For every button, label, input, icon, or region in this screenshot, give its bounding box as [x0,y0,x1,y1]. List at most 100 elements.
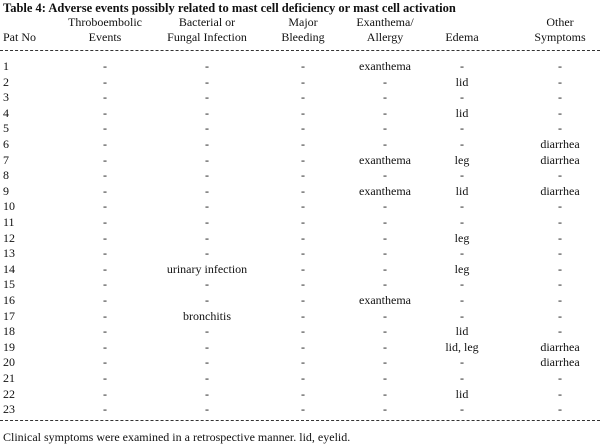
cell: lid, leg [445,339,479,354]
cell: - [103,261,107,276]
cell: - [103,230,107,245]
cell: - [301,59,305,73]
column-header: Allergy [366,30,404,44]
cell: lid [455,183,469,198]
cell: - [460,277,464,292]
cell: - [301,261,305,276]
cell: - [558,324,562,339]
cell: - [301,90,305,105]
cell: - [103,308,107,323]
cell: - [103,215,107,229]
cell: - [383,355,387,370]
cell: - [383,324,387,339]
cell: - [205,293,209,307]
cell: - [103,386,107,401]
cell: - [301,137,305,151]
row-label: 10 [3,199,15,214]
cell: - [103,293,107,307]
cell: - [205,215,209,229]
row-label: 21 [3,371,15,385]
cell: - [205,324,209,339]
cell: exanthema [359,293,411,307]
cell: - [301,277,305,292]
cell: - [460,121,464,136]
column-header: Bacterial or [178,15,236,29]
cell: - [383,199,387,214]
cell: - [460,371,464,385]
cell: - [558,293,562,307]
cell: - [383,308,387,323]
cell: - [301,371,305,385]
cell: - [558,168,562,183]
cell: - [205,246,209,261]
row-label: 1 [3,59,9,73]
row-label: 13 [3,246,15,261]
cell: - [383,277,387,292]
row-label: 22 [3,386,15,401]
column-header: Pat No [3,30,36,44]
column-header: Other [546,15,574,29]
cell: - [103,277,107,292]
cell: exanthema [359,183,411,198]
row-label: 8 [3,168,9,183]
column-header: Exanthema/ [356,15,414,29]
cell: - [205,168,209,183]
column-header: Bleeding [281,30,325,44]
cell: - [383,168,387,183]
cell: - [460,246,464,261]
cell: diarrhea [540,339,580,354]
cell: urinary infection [166,261,248,276]
cell: - [301,230,305,245]
cell: - [205,371,209,385]
column-header: Fungal Infection [167,30,247,44]
row-label: 18 [3,324,15,339]
cell: - [558,90,562,105]
cell: - [301,105,305,120]
cell: - [103,105,107,120]
cell: - [301,293,305,307]
cell: - [383,261,387,276]
row-label: 6 [3,137,9,151]
row-label: 20 [3,355,15,370]
table-title: Table 4: Adverse events possibly related… [3,1,456,15]
row-label: 5 [3,121,9,136]
cell: - [460,59,464,73]
cell: - [103,152,107,167]
cell: - [558,277,562,292]
cell: - [558,121,562,136]
cell: - [103,199,107,214]
cell: - [205,121,209,136]
cell: diarrhea [540,137,580,151]
cell: diarrhea [540,355,580,370]
cell: bronchitis [183,308,231,323]
cell: - [558,199,562,214]
row-label: 2 [3,74,9,89]
cell: - [301,183,305,198]
cell: - [558,246,562,261]
cell: - [103,371,107,385]
cell: - [301,386,305,401]
cell: - [460,308,464,323]
cell: - [205,339,209,354]
column-header: Throboembolic [68,15,142,29]
cell: - [383,339,387,354]
cell: - [460,199,464,214]
cell: - [460,293,464,307]
header-rule [0,50,600,51]
column-header: Symptoms [534,30,586,44]
cell: - [205,137,209,151]
cell: - [383,386,387,401]
row-label: 17 [3,308,15,323]
cell: - [301,246,305,261]
row-label: 9 [3,183,9,198]
cell: lid [455,74,469,89]
cell: - [383,230,387,245]
cell: diarrhea [540,183,580,198]
cell: leg [454,230,470,245]
cell: - [103,355,107,370]
cell: - [383,371,387,385]
cell: - [558,308,562,323]
cell: - [205,90,209,105]
cell: - [383,90,387,105]
